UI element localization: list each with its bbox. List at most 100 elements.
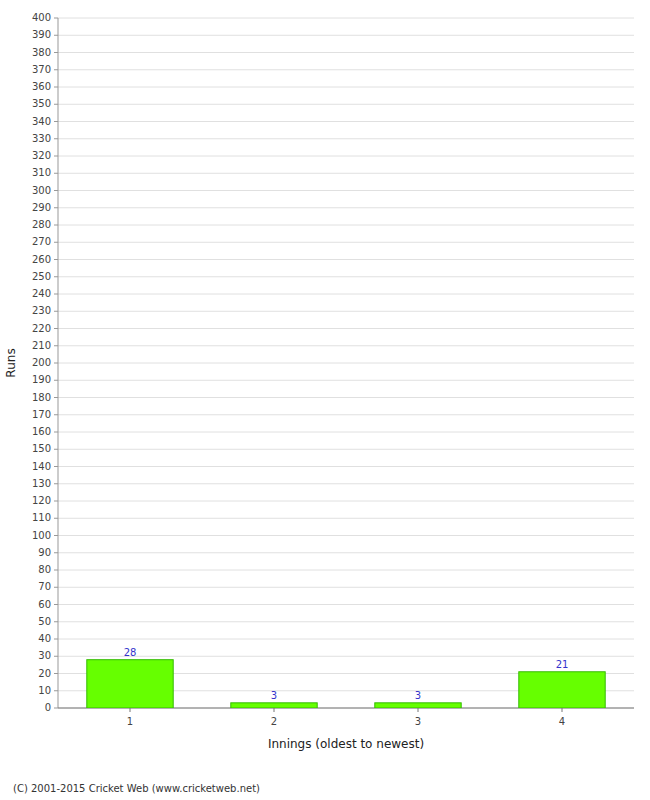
bar [87, 660, 173, 708]
y-tick-label: 140 [32, 461, 51, 472]
y-tick [54, 311, 58, 312]
y-tick [54, 35, 58, 36]
y-tick-label: 150 [32, 443, 51, 454]
y-tick-label: 340 [32, 116, 51, 127]
y-tick-label: 0 [45, 702, 51, 713]
data-label: 3 [415, 690, 421, 701]
y-tick-label: 380 [32, 47, 51, 58]
y-tick [54, 673, 58, 674]
data-label: 21 [556, 659, 569, 670]
y-axis-line [58, 18, 59, 708]
y-tick-label: 30 [38, 650, 51, 661]
x-tick-label: 2 [271, 716, 277, 727]
y-tick [54, 18, 58, 19]
y-tick-label: 270 [32, 236, 51, 247]
grid-line [58, 328, 634, 329]
grid-line [58, 225, 634, 226]
y-tick [54, 483, 58, 484]
y-tick [54, 690, 58, 691]
axes: 0102030405060708090100110120130140150160… [32, 12, 634, 727]
y-tick [54, 207, 58, 208]
y-tick-label: 120 [32, 495, 51, 506]
y-tick-label: 130 [32, 478, 51, 489]
y-tick-label: 360 [32, 81, 51, 92]
grid-line [58, 363, 634, 364]
y-tick-label: 310 [32, 167, 51, 178]
y-tick-label: 160 [32, 426, 51, 437]
y-tick [54, 432, 58, 433]
grid-line [58, 173, 634, 174]
y-tick-label: 170 [32, 409, 51, 420]
grid-line [58, 190, 634, 191]
grid-line [58, 570, 634, 571]
grid-line [58, 18, 634, 19]
y-tick-label: 180 [32, 392, 51, 403]
y-tick [54, 449, 58, 450]
grid-line [58, 501, 634, 502]
grid [58, 18, 634, 708]
y-tick [54, 190, 58, 191]
y-tick-label: 280 [32, 219, 51, 230]
y-tick-label: 240 [32, 288, 51, 299]
x-tick [562, 708, 563, 712]
grid-line [58, 345, 634, 346]
y-tick-label: 110 [32, 512, 51, 523]
grid-line [58, 518, 634, 519]
grid-line [58, 156, 634, 157]
y-tick [54, 380, 58, 381]
y-tick [54, 708, 58, 709]
x-tick [274, 708, 275, 712]
y-tick [54, 518, 58, 519]
grid-line [58, 432, 634, 433]
data-label: 3 [271, 690, 277, 701]
y-tick [54, 173, 58, 174]
y-tick-label: 90 [38, 547, 51, 558]
y-tick-label: 390 [32, 29, 51, 40]
y-tick [54, 397, 58, 398]
y-tick [54, 242, 58, 243]
y-tick [54, 138, 58, 139]
grid-line [58, 52, 634, 53]
x-tick-label: 1 [127, 716, 133, 727]
grid-line [58, 380, 634, 381]
y-tick [54, 639, 58, 640]
y-tick [54, 328, 58, 329]
x-tick [418, 708, 419, 712]
y-tick-label: 400 [32, 12, 51, 23]
y-tick-label: 20 [38, 668, 51, 679]
y-tick [54, 621, 58, 622]
grid-line [58, 483, 634, 484]
grid-line [58, 466, 634, 467]
y-tick [54, 570, 58, 571]
y-tick [54, 259, 58, 260]
y-axis-label: Runs [4, 348, 18, 377]
y-tick-label: 210 [32, 340, 51, 351]
grid-line [58, 656, 634, 657]
y-tick-label: 350 [32, 98, 51, 109]
grid-line [58, 87, 634, 88]
y-tick [54, 87, 58, 88]
y-tick [54, 156, 58, 157]
y-tick [54, 466, 58, 467]
y-tick [54, 363, 58, 364]
y-tick [54, 587, 58, 588]
y-tick [54, 414, 58, 415]
y-tick-label: 370 [32, 64, 51, 75]
y-tick-label: 230 [32, 305, 51, 316]
y-tick-label: 10 [38, 685, 51, 696]
grid-line [58, 397, 634, 398]
grid-line [58, 311, 634, 312]
bar [231, 703, 317, 708]
grid-line [58, 535, 634, 536]
grid-line [58, 449, 634, 450]
y-tick [54, 121, 58, 122]
y-tick [54, 552, 58, 553]
bar [519, 672, 605, 708]
grid-line [58, 207, 634, 208]
chart-svg: 0102030405060708090100110120130140150160… [0, 0, 650, 800]
data-labels: 28 3 3 21 [124, 647, 569, 701]
grid-line [58, 414, 634, 415]
y-tick [54, 345, 58, 346]
y-tick-label: 250 [32, 271, 51, 282]
data-label: 28 [124, 647, 137, 658]
